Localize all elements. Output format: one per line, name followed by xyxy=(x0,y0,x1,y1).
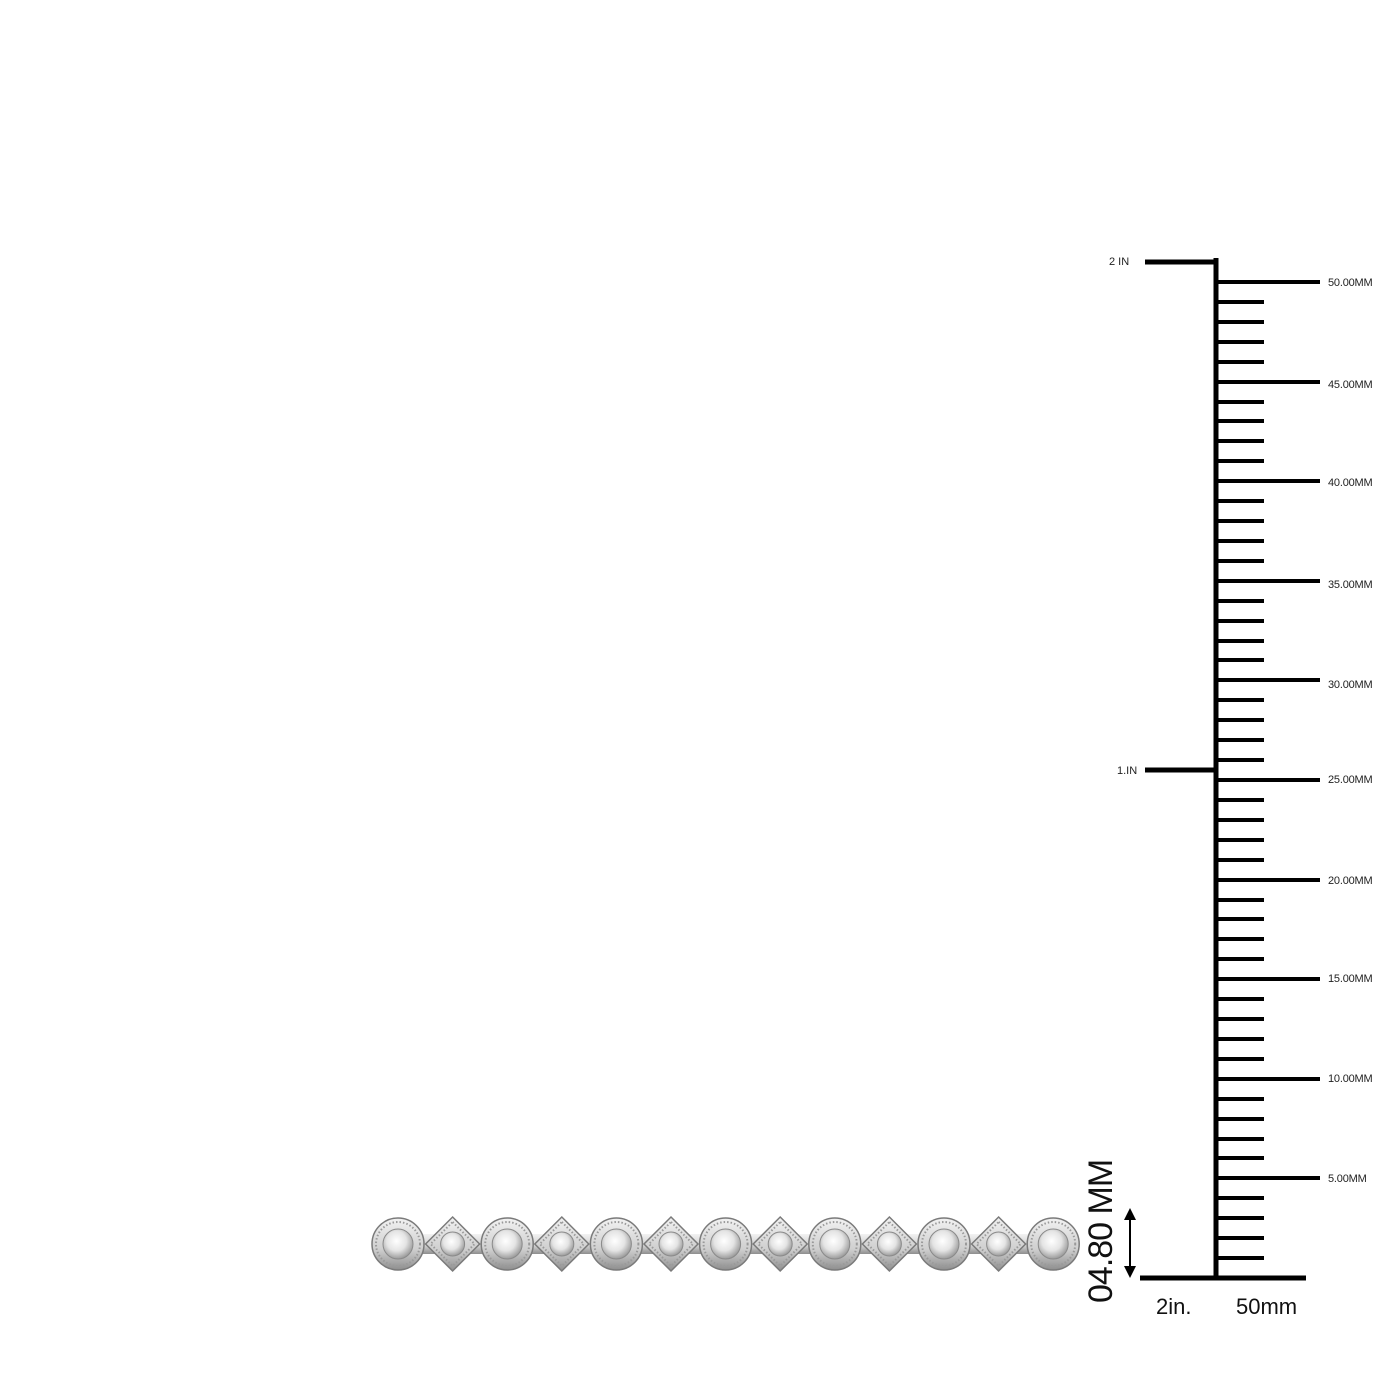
diamond-link xyxy=(970,1215,1027,1273)
mm-label-25: 25.00MM xyxy=(1328,774,1373,786)
diamond-stone xyxy=(819,1228,851,1260)
mm-label-30: 30.00MM xyxy=(1328,679,1373,691)
diamond-stone xyxy=(600,1228,632,1260)
diamond-stone xyxy=(710,1228,742,1260)
mm-label-15: 15.00MM xyxy=(1328,973,1373,985)
mm-label-10: 10.00MM xyxy=(1328,1073,1373,1085)
diamond-stone xyxy=(658,1231,684,1257)
round-link xyxy=(808,1217,862,1271)
round-link xyxy=(371,1217,425,1271)
round-link xyxy=(589,1217,644,1271)
mm-label-50: 50.00MM xyxy=(1328,277,1373,289)
mm-label-20: 20.00MM xyxy=(1328,875,1373,887)
round-link xyxy=(917,1217,971,1271)
diamond-link xyxy=(752,1215,809,1273)
round-link xyxy=(480,1217,534,1271)
round-link xyxy=(698,1217,753,1271)
milgrain-ring xyxy=(921,1221,967,1267)
diamond-stone xyxy=(1037,1228,1069,1260)
diamond-stone xyxy=(549,1231,575,1257)
mm-label-5: 5.00MM xyxy=(1328,1173,1367,1185)
height-arrow-up-icon xyxy=(1124,1208,1136,1220)
milgrain-ring xyxy=(375,1221,421,1267)
diamond-stone xyxy=(928,1228,960,1260)
diamond-link xyxy=(861,1215,918,1273)
diamond-bracelet-icon xyxy=(371,1215,1080,1273)
bottom-mm-label: 50mm xyxy=(1236,1294,1298,1319)
height-arrow-down-icon xyxy=(1124,1266,1136,1278)
bottom-inch-label: 2in. xyxy=(1156,1294,1192,1319)
diamond-stone xyxy=(876,1231,902,1257)
milgrain-ring xyxy=(484,1221,531,1267)
mm-label-45: 45.00MM xyxy=(1328,379,1373,391)
inch-label-1: 1.IN xyxy=(1117,765,1138,777)
diamond-stone xyxy=(440,1231,466,1257)
diamond-link xyxy=(642,1215,700,1273)
diamond-stone xyxy=(382,1228,414,1260)
diamond-link xyxy=(424,1215,481,1273)
inch-label-2: 2 IN xyxy=(1109,256,1130,268)
diamond-stone xyxy=(767,1231,793,1257)
milgrain-ring xyxy=(1030,1221,1077,1267)
diamond-stone xyxy=(491,1228,523,1260)
diamond-stone xyxy=(986,1231,1012,1257)
diamond-link xyxy=(533,1215,590,1273)
mm-label-35: 35.00MM xyxy=(1328,579,1373,591)
round-link xyxy=(1026,1217,1080,1271)
milgrain-ring xyxy=(811,1221,858,1267)
height-measurement-label: 04.80 MM xyxy=(1082,1159,1120,1303)
milgrain-ring xyxy=(593,1221,640,1267)
milgrain-ring xyxy=(702,1221,749,1267)
mm-label-40: 40.00MM xyxy=(1328,477,1373,489)
